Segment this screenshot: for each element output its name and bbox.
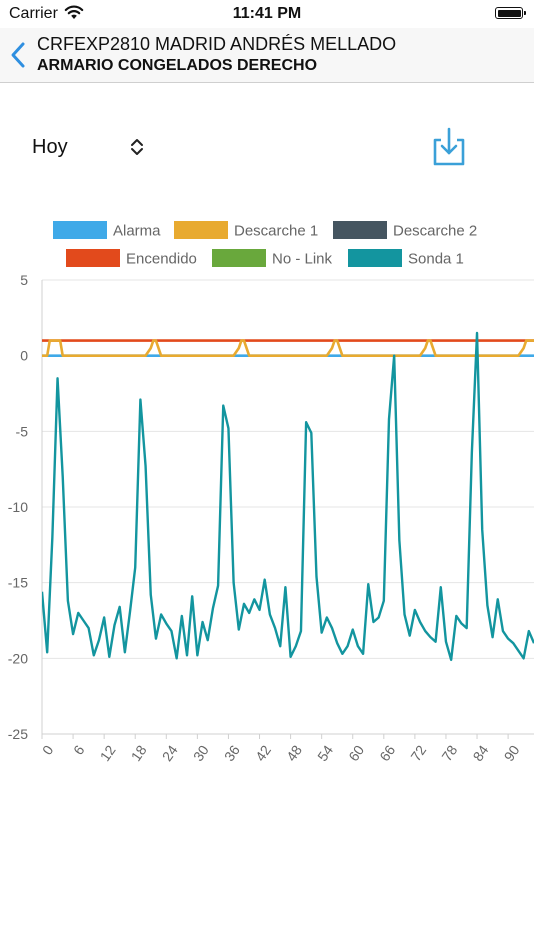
y-tick-label: 0: [20, 348, 28, 364]
battery-icon: [495, 7, 526, 19]
y-tick-label: -20: [8, 650, 28, 666]
period-value: Hoy: [32, 136, 68, 158]
x-tick-label: 24: [159, 742, 181, 764]
legend-swatch: [53, 221, 107, 239]
legend-label: Sonda 1: [408, 251, 464, 268]
legend-label: Descarche 1: [234, 223, 318, 240]
chevron-left-icon[interactable]: [8, 38, 30, 72]
x-tick-label: 60: [345, 742, 367, 764]
x-tick-label: 90: [501, 742, 523, 764]
legend-label: No - Link: [272, 251, 333, 268]
legend-swatch: [174, 221, 228, 239]
legend-swatch: [66, 249, 120, 267]
status-carrier: Carrier: [9, 5, 58, 22]
legend-swatch: [348, 249, 402, 267]
download-icon[interactable]: [430, 126, 468, 168]
wifi-icon: [64, 4, 84, 25]
x-tick-label: 30: [190, 742, 212, 764]
x-tick-label: 36: [221, 742, 243, 764]
up-down-chevron-icon: [130, 137, 144, 162]
series-line-descarche-1: [42, 339, 534, 357]
temperature-chart: Alarma Descarche 1 Descarche 2 Encendido No …: [8, 221, 534, 764]
y-tick-label: 5: [20, 272, 28, 288]
status-bar: Carrier 11:41 PM: [0, 0, 534, 28]
legend-label: Alarma: [113, 223, 161, 240]
x-tick-label: 6: [70, 742, 88, 758]
x-tick-label: 84: [469, 742, 491, 764]
x-tick-label: 78: [438, 742, 460, 764]
legend-swatch: [333, 221, 387, 239]
navigation-bar: CRFEXP2810 MADRID ANDRÉS MELLADO ARMARIO…: [0, 28, 534, 83]
legend-label: Descarche 2: [393, 223, 477, 240]
x-tick-label: 42: [252, 742, 274, 764]
x-tick-label: 72: [407, 742, 429, 764]
y-tick-label: -10: [8, 499, 28, 515]
x-tick-label: 66: [376, 742, 398, 764]
x-tick-label: 48: [283, 742, 305, 764]
page-subtitle: ARMARIO CONGELADOS DERECHO: [37, 57, 318, 74]
x-tick-label: 54: [314, 742, 336, 764]
x-tick-label: 18: [128, 742, 150, 764]
series-line-sonda-1: [42, 331, 534, 662]
status-time: 11:41 PM: [232, 5, 302, 22]
legend-swatch: [212, 249, 266, 267]
y-tick-label: -15: [8, 575, 28, 591]
legend-label: Encendido: [126, 251, 197, 268]
y-tick-label: -25: [8, 726, 28, 742]
page-title: CRFEXP2810 MADRID ANDRÉS MELLADO: [37, 34, 397, 54]
x-tick-label: 12: [97, 742, 119, 764]
period-select[interactable]: Hoy: [20, 126, 160, 168]
y-tick-label: -5: [16, 423, 29, 439]
x-tick-label: 0: [39, 742, 57, 758]
